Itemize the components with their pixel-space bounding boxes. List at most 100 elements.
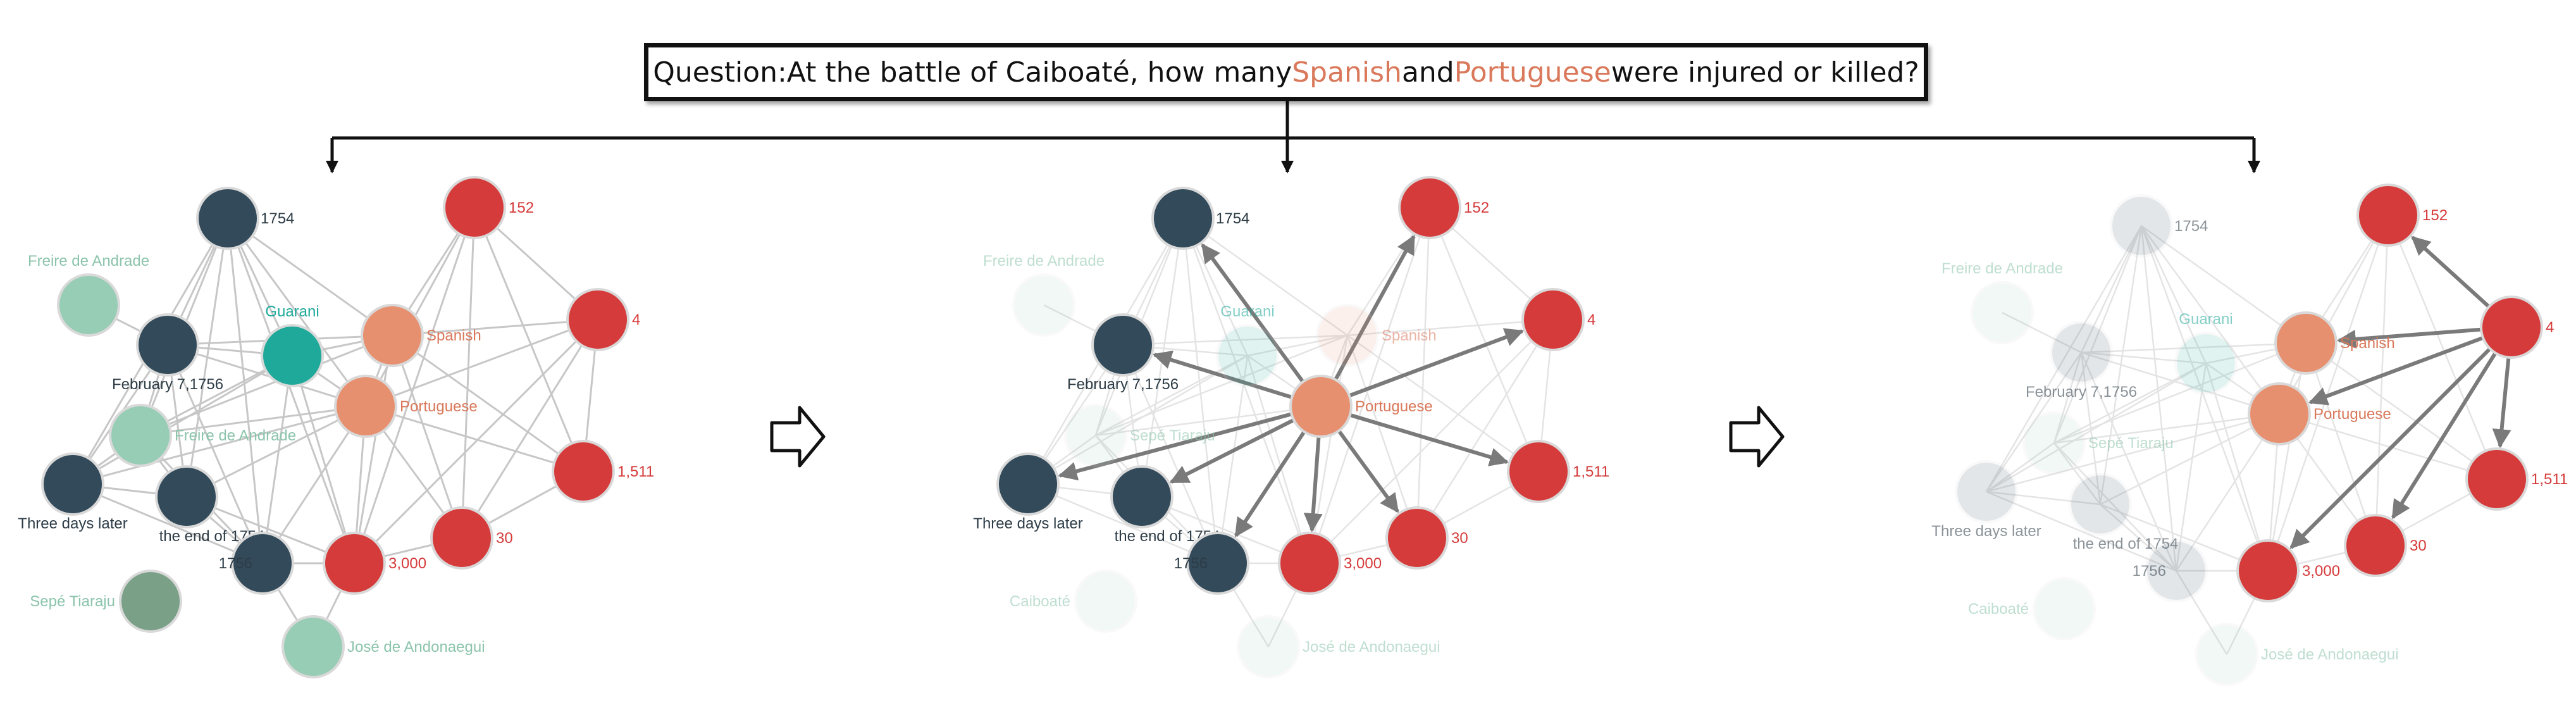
graph-edge — [365, 318, 598, 408]
node-label: 4 — [2546, 319, 2554, 336]
node-freire2: Sepé Tiaraju — [1064, 404, 1215, 467]
reasoning-arrow — [2391, 352, 2498, 520]
node-circle — [2248, 382, 2311, 446]
node-circle — [1012, 273, 1075, 337]
graph-edge — [473, 207, 585, 472]
graph-edge — [1347, 318, 1554, 337]
graph-edge — [2081, 351, 2280, 415]
node-circle — [1151, 187, 1215, 250]
node-circle — [2480, 296, 2543, 359]
question-prefix: Question:At the battle of Caiboaté, how … — [653, 56, 1292, 89]
graph-edge — [1428, 207, 1540, 472]
node-label: Freire de Andrade — [28, 253, 149, 270]
panel-portuguese-focus: 1754 Freire de Andrade February 7,1756 Guar… — [973, 176, 1609, 678]
graph-edge — [1122, 334, 1348, 346]
graph-edge — [391, 335, 463, 539]
node-circle — [2174, 332, 2238, 395]
node-sepe: Sepé Tiaraju — [30, 570, 182, 633]
graph-edge — [227, 217, 393, 337]
graph-edge — [1122, 344, 1219, 564]
node-n30: 30 — [1385, 506, 1468, 570]
node-circle — [2356, 184, 2420, 247]
node-label: 1754 — [2174, 218, 2208, 235]
node-label: 1754 — [261, 210, 294, 227]
node-label: 4 — [1587, 311, 1595, 328]
node-spanish: Spanish — [1316, 304, 1437, 367]
node-circle — [231, 532, 294, 595]
question-middle: and — [1401, 56, 1454, 89]
node-circle — [2145, 539, 2208, 602]
node-n4: 4 — [1521, 288, 1595, 351]
node-portuguese: Portuguese — [334, 375, 478, 438]
graph-edge — [1095, 354, 1248, 437]
node-circle — [1398, 176, 1461, 239]
reasoning-arrow — [1334, 234, 1416, 381]
graph-edge — [291, 355, 356, 564]
node-circle — [1507, 440, 1570, 503]
node-label: Freire de Andrade — [983, 253, 1105, 270]
node-feb: February 7,1756 — [2026, 321, 2137, 401]
node-label: Spanish — [1382, 327, 1437, 344]
node-circle — [1110, 465, 1173, 528]
node-label: 1754 — [1216, 210, 1249, 227]
graph-edge — [1416, 207, 1431, 539]
node-circle — [2344, 514, 2407, 577]
node-circle — [136, 313, 199, 377]
node-label: 1,511 — [617, 463, 654, 480]
node-label: February 7,1756 — [1067, 376, 1179, 393]
node-n1754: 1754 — [196, 187, 294, 250]
graph-edge — [461, 319, 599, 539]
panel-number-four-focus: 1754 Freire de Andrade February 7,1756 Guar… — [1931, 184, 2568, 686]
node-circle — [2069, 473, 2132, 536]
node-circle — [1186, 532, 1249, 595]
node-label: 1,511 — [2531, 471, 2568, 488]
node-circle — [1521, 288, 1585, 351]
node-label: February 7,1756 — [112, 376, 223, 393]
node-threedays: Three days later — [1931, 460, 2041, 540]
node-circle — [261, 324, 324, 387]
node-label: Sepé Tiaraju — [30, 593, 115, 610]
node-label: 30 — [496, 530, 513, 547]
graph-edge — [1027, 483, 1218, 565]
question-suffix: were injured or killed? — [1611, 56, 1919, 89]
node-circle — [996, 452, 1060, 516]
node-portuguese: Portuguese — [1289, 375, 1433, 438]
graph-edge — [72, 405, 366, 485]
node-label: 1756 — [1174, 555, 1208, 572]
edge-group — [1985, 215, 2513, 655]
node-n3000: 3,000 — [1278, 532, 1382, 595]
node-circle — [2195, 623, 2258, 686]
reasoning-arrow — [1303, 436, 1323, 533]
node-circle — [1316, 304, 1379, 367]
node-n1754: 1754 — [2110, 194, 2208, 258]
graph-edge — [1182, 218, 1219, 564]
node-guarani: Guarani — [2174, 311, 2238, 395]
node-feb: February 7,1756 — [112, 313, 223, 393]
reasoning-arrow — [1152, 351, 1293, 399]
reasoning-arrow — [2289, 347, 2492, 549]
node-label: José de Andonaegui — [2261, 646, 2399, 663]
graph-edge — [226, 218, 264, 564]
node-circle — [1091, 313, 1155, 377]
graph-edge — [1985, 352, 2083, 492]
node-circle — [1216, 324, 1279, 387]
graph-edge — [2080, 225, 2143, 353]
graph-edge — [140, 334, 393, 437]
node-label: Sepé Tiaraju — [1130, 427, 1215, 444]
node-label: Caiboaté — [1968, 601, 2029, 618]
node-label: Spanish — [426, 327, 481, 344]
node-caiboate: Caiboaté — [1968, 577, 2096, 640]
node-circle — [2033, 577, 2096, 640]
node-portuguese: Portuguese — [2248, 382, 2391, 446]
node-label: Portuguese — [2313, 406, 2391, 423]
node-label: 3,000 — [2302, 563, 2340, 580]
connector-lines — [326, 101, 2260, 173]
graph-edge — [353, 207, 476, 564]
step-arrow-1 — [770, 406, 826, 468]
graph-edge — [1986, 490, 2101, 506]
question-entity-spanish: Spanish — [1292, 56, 1402, 89]
graph-edge — [1095, 334, 1348, 437]
node-label: Guarani — [2179, 311, 2232, 328]
node-circle — [2236, 539, 2300, 602]
node-n1754: 1754 — [1151, 187, 1249, 250]
